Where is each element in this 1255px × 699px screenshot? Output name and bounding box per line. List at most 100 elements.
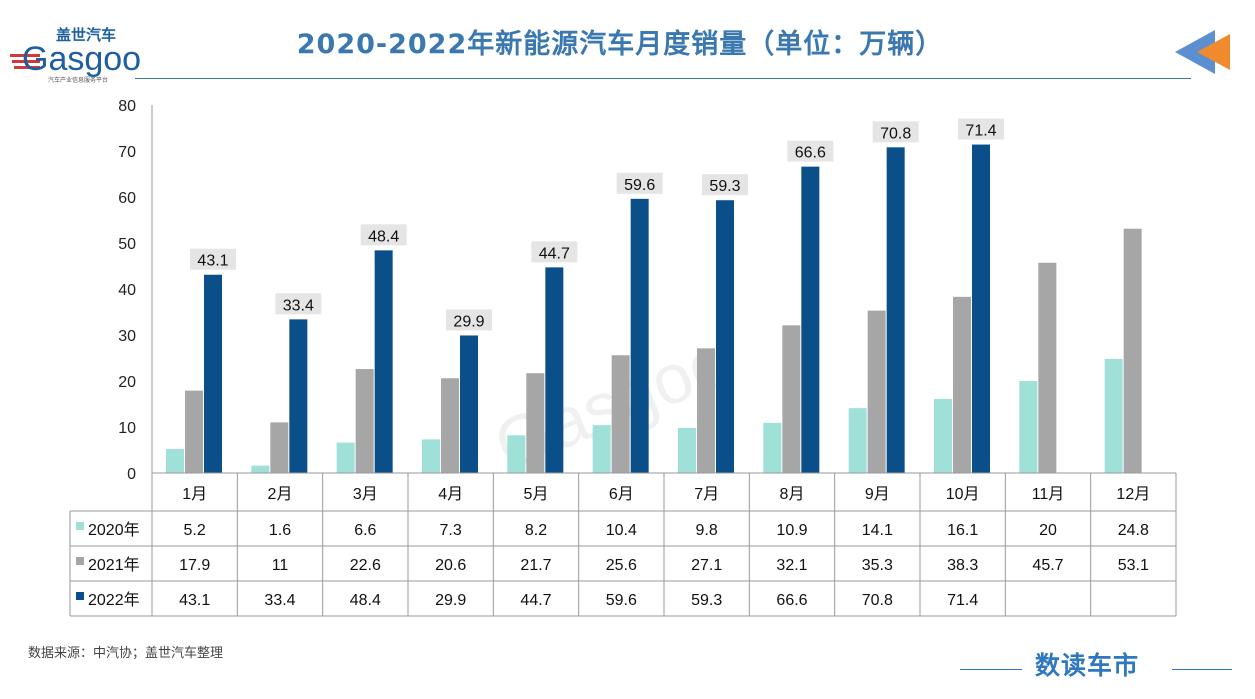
table-cell: 5.2 [184,522,206,539]
table-cell: 6.6 [354,522,376,539]
table-cell: 21.7 [520,557,551,574]
legend-label: 2020年 [88,521,140,539]
table-cell: 24.8 [1118,522,1149,539]
bar-2021年-12月 [1123,228,1142,473]
bar-2021年-9月 [867,310,886,473]
gasgoo-logo: 盖世汽车 Gasgoo 汽车产业信息服务平台 [10,26,141,84]
bar-2021年-7月 [697,348,715,473]
bar-2020年-5月 [507,435,526,473]
bar-2020年-2月 [251,465,270,473]
bar-2020年-10月 [934,398,952,473]
y-tick-label: 50 [118,236,136,253]
table-cell: 70.8 [862,592,893,609]
table-cell: 53.1 [1118,557,1149,574]
table-cell: 16.1 [947,522,978,539]
data-label: 70.8 [880,125,911,142]
x-tick-label: 4月 [438,486,463,503]
arrow-icon [1175,30,1230,74]
table-cell: 1.6 [269,522,291,539]
legend-swatch [76,522,84,530]
bar-2022年-9月 [886,147,905,473]
svg-text:盖世汽车: 盖世汽车 [56,26,116,44]
table-cell: 48.4 [350,592,381,609]
table-cell: 10.9 [776,522,807,539]
table-cell: 38.3 [947,557,978,574]
y-tick-label: 10 [118,420,136,437]
table-cell: 9.8 [696,522,718,539]
legend-label: 2022年 [88,591,140,609]
x-tick-label: 12月 [1116,486,1150,503]
bar-2020年-7月 [678,427,696,473]
data-label: 59.3 [709,178,740,195]
x-tick-label: 5月 [524,486,549,503]
y-tick-label: 30 [118,328,136,345]
y-tick-label: 80 [118,98,136,115]
y-tick-label: 40 [118,282,136,299]
bar-2022年-6月 [630,198,649,473]
x-tick-label: 9月 [865,486,890,503]
bar-2020年-11月 [1019,381,1038,473]
bar-2021年-11月 [1038,262,1057,473]
data-label: 33.4 [283,297,314,314]
svg-text:Gasgoo: Gasgoo [22,40,141,78]
bar-2022年-10月 [972,144,990,473]
table-cell: 8.2 [525,522,547,539]
x-tick-label: 7月 [694,486,719,503]
table-cell: 71.4 [947,592,978,609]
bar-2020年-6月 [592,425,611,473]
bar-2021年-1月 [185,390,203,473]
data-label: 59.6 [624,177,655,194]
bar-2022年-2月 [289,319,308,473]
data-label-bg [360,224,407,246]
bar-2021年-8月 [782,325,801,473]
table-cell: 17.9 [179,557,210,574]
y-tick-label: 20 [118,374,136,391]
data-label-bg [531,241,578,263]
bar-2022年-7月 [716,200,734,473]
data-label-bg [446,309,492,331]
x-tick-label: 1月 [182,486,207,503]
bar-2022年-1月 [204,274,222,473]
y-tick-label: 0 [127,466,136,483]
table-cell: 11 [272,557,289,574]
table-cell: 45.7 [1032,557,1063,574]
divider [135,78,1191,79]
x-tick-label: 8月 [780,486,805,503]
table-cell: 10.4 [606,522,637,539]
bar-2021年-6月 [611,355,630,473]
page-title: 2020-2022年新能源汽车月度销量（单位：万辆） [296,29,944,60]
data-label: 71.4 [965,123,996,140]
x-tick-label: 10月 [946,486,980,503]
table-cell: 44.7 [520,592,551,609]
bar-2022年-4月 [460,335,478,473]
table-cell: 29.9 [435,592,466,609]
bar-2021年-2月 [270,422,289,473]
legend-swatch [76,557,84,565]
bar-2021年-10月 [953,296,971,473]
bar-2022年-8月 [801,166,820,473]
svg-text:汽车产业信息服务平台: 汽车产业信息服务平台 [48,76,108,84]
table-cell: 43.1 [179,592,210,609]
table-cell: 22.6 [350,557,381,574]
table-cell: 27.1 [691,557,722,574]
bar-2020年-1月 [166,449,184,473]
data-label-bg [702,174,748,196]
table-cell: 66.6 [776,592,807,609]
data-label: 43.1 [197,253,228,270]
bar-2022年-3月 [374,250,393,473]
y-tick-label: 70 [118,144,136,161]
data-label: 66.6 [795,145,826,162]
bar-2020年-3月 [336,442,355,473]
table-cell: 20.6 [435,557,466,574]
table-cell: 35.3 [862,557,893,574]
table-cell: 59.3 [691,592,722,609]
bar-2021年-3月 [355,369,374,473]
data-label-bg [616,172,663,194]
table-cell: 20 [1039,522,1057,539]
table-cell: 14.1 [862,522,893,539]
divider [1172,669,1232,670]
table-cell: 7.3 [440,522,462,539]
x-tick-label: 2月 [268,486,293,503]
source-note: 数据来源：中汽协；盖世汽车整理 [28,646,224,661]
